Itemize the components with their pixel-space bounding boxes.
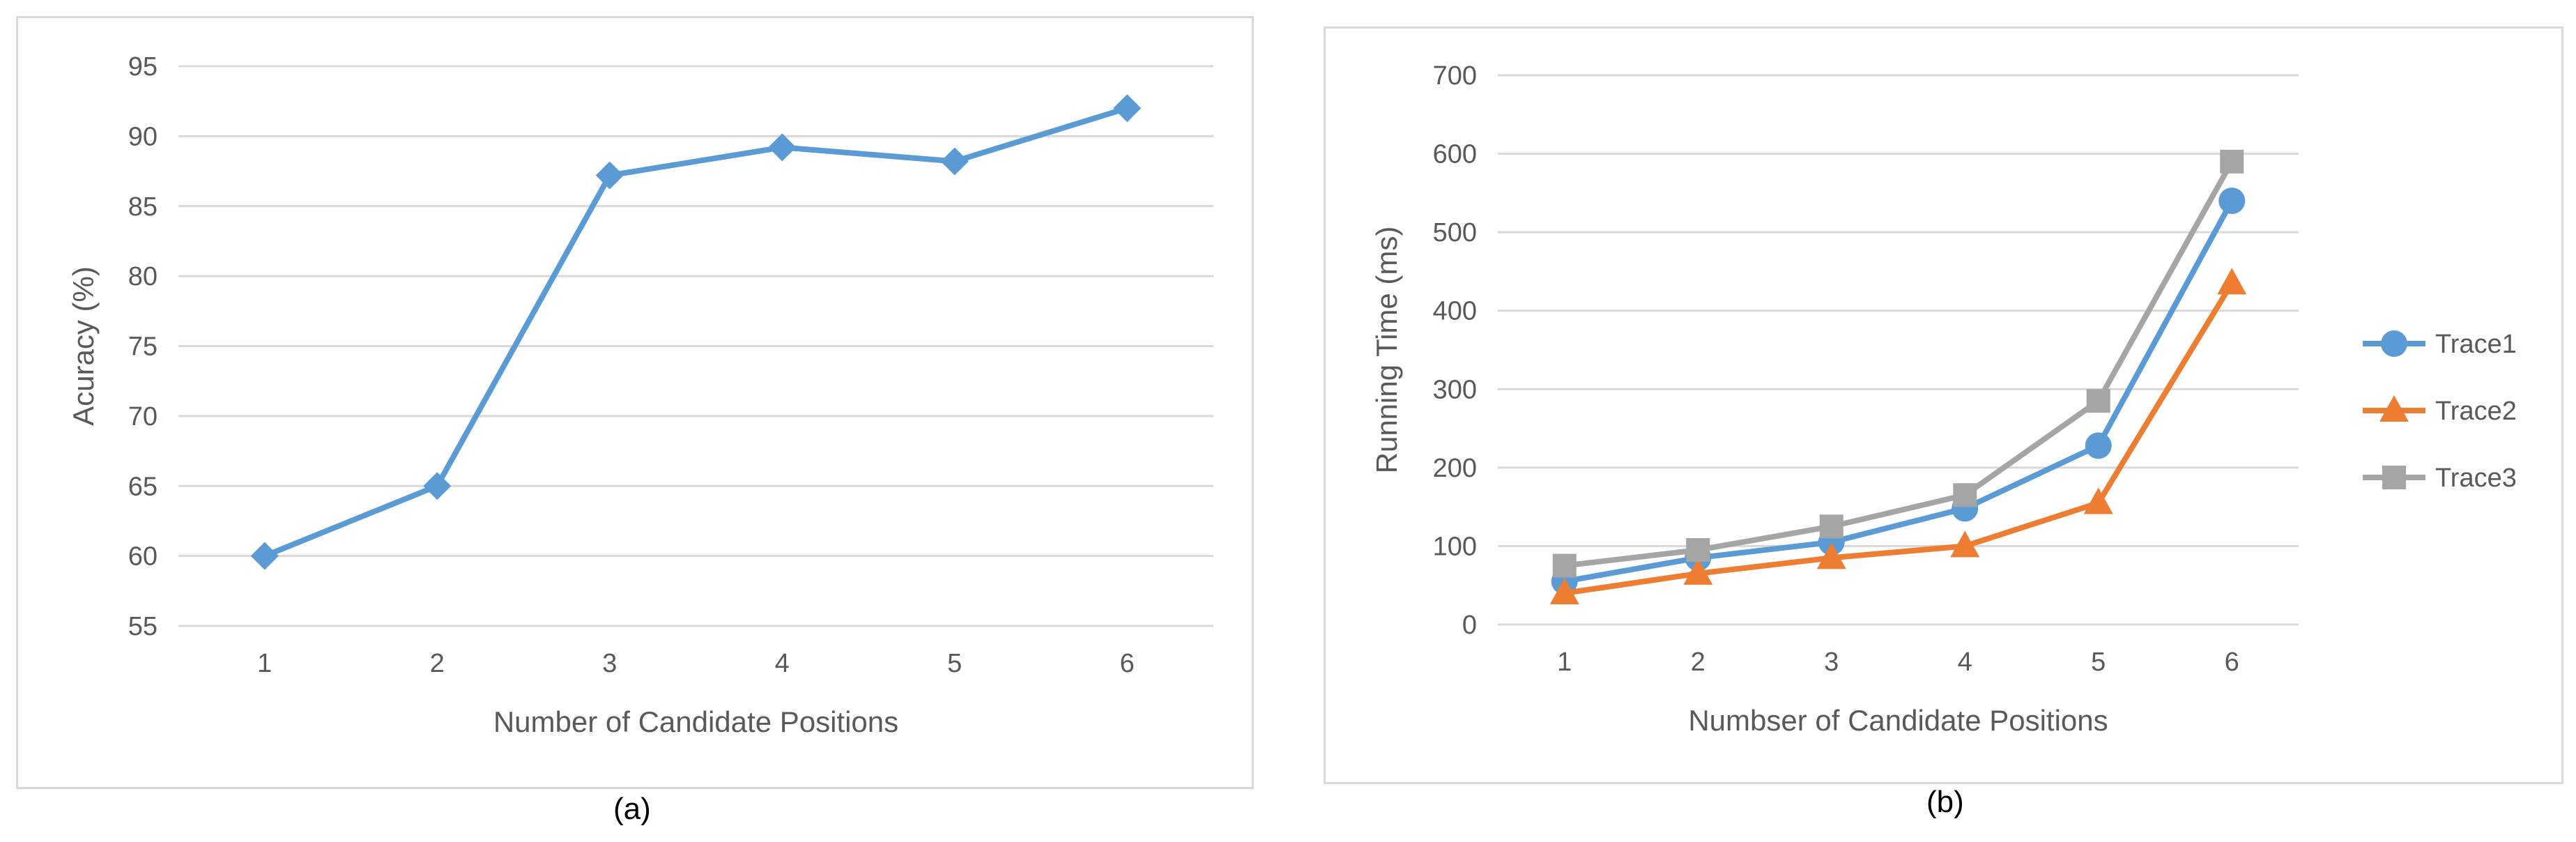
chart-b-caption: (b) xyxy=(1926,785,1964,819)
chart-a-x-axis-label: Number of Candidate Positions xyxy=(493,705,898,738)
chart-b-x-tick-label: 6 xyxy=(2225,648,2239,677)
chart-a-y-tick-label: 65 xyxy=(128,472,158,501)
chart-b-data-point xyxy=(2218,187,2246,215)
chart-b-legend-label: Trace3 xyxy=(2435,464,2517,493)
chart-b-data-point xyxy=(1816,542,1846,569)
chart-b-x-tick-label: 4 xyxy=(1958,648,1972,677)
chart-b-legend-marker xyxy=(2379,395,2409,422)
chart-b-data-point xyxy=(2217,268,2247,295)
chart-b-data-point xyxy=(1686,538,1710,562)
chart-a-y-tick-label: 55 xyxy=(128,612,158,641)
chart-b-x-tick-label: 3 xyxy=(1824,648,1839,677)
chart-a-data-point xyxy=(250,542,279,570)
chart-a-x-tick-label: 1 xyxy=(257,649,272,678)
chart-b-x-tick-label: 2 xyxy=(1691,648,1705,677)
chart-a-y-tick-label: 80 xyxy=(128,262,158,291)
chart-b-series-line-3 xyxy=(1564,160,2234,569)
chart-b-x-tick-label: 1 xyxy=(1557,648,1572,677)
chart-a-x-tick-label: 2 xyxy=(430,649,445,678)
chart-b: 0 100 200 300 400 500 600 700 1 2 3 4 5 6 Numbser of C… xyxy=(1370,61,2517,737)
chart-b-legend-label: Trace2 xyxy=(2435,397,2517,426)
chart-b-data-point xyxy=(1683,558,1713,585)
chart-b-data-point xyxy=(2083,487,2113,514)
chart-b-data-point xyxy=(1549,577,1579,604)
chart-a-y-tick-label: 60 xyxy=(128,542,158,572)
chart-b-y-tick-label: 200 xyxy=(1433,454,1477,483)
chart-a-y-tick-label: 95 xyxy=(128,52,158,82)
chart-a-y-tick-label: 85 xyxy=(128,192,158,222)
chart-b-data-point xyxy=(2086,389,2110,413)
chart-b-data-point xyxy=(2085,432,2112,459)
chart-a-y-tick-label: 75 xyxy=(128,332,158,362)
chart-a-y-axis-label: Acuracy (%) xyxy=(67,266,100,426)
chart-a-data-point xyxy=(595,161,624,190)
chart-a-series-line-1 xyxy=(263,105,1128,559)
chart-b-data-point xyxy=(1552,553,1577,578)
chart-b-legend-marker xyxy=(2381,330,2407,357)
chart-b-x-axis-label: Numbser of Candidate Positions xyxy=(1688,704,2108,737)
chart-b-y-tick-label: 100 xyxy=(1433,532,1477,561)
chart-a-data-point xyxy=(1113,94,1142,123)
chart-a-frame: 55 60 65 70 75 80 85 90 95 1 2 3 4 5 6 Number of Candid… xyxy=(16,16,1254,789)
chart-b-data-point xyxy=(2220,149,2244,174)
chart-b-legend-label: Trace1 xyxy=(2435,330,2517,359)
chart-a-y-tick-label: 90 xyxy=(128,122,158,151)
chart-a-y-tick-label: 70 xyxy=(128,402,158,431)
chart-b-y-axis-label: Running Time (ms) xyxy=(1370,227,1403,474)
chart-b-series-line-2 xyxy=(1564,282,2234,596)
chart-a: 55 60 65 70 75 80 85 90 95 1 2 3 4 5 6 Number of Candid… xyxy=(67,52,1213,738)
chart-a-data-point xyxy=(768,133,797,162)
chart-a-x-tick-label: 5 xyxy=(947,649,962,678)
chart-b-data-point xyxy=(1953,483,1977,507)
chart-b-frame: 0 100 200 300 400 500 600 700 1 2 3 4 5 6 Numbser of C… xyxy=(1324,26,2563,784)
chart-a-x-tick-label: 3 xyxy=(602,649,617,678)
chart-b-y-tick-label: 0 xyxy=(1462,611,1477,640)
chart-b-y-tick-label: 500 xyxy=(1433,218,1477,247)
chart-a-data-point xyxy=(423,472,452,500)
chart-b-series-line-1 xyxy=(1564,199,2234,585)
chart-b-y-tick-label: 700 xyxy=(1433,61,1477,91)
chart-b-x-tick-label: 5 xyxy=(2091,648,2106,677)
chart-b-data-point xyxy=(1819,514,1843,539)
chart-b-data-point xyxy=(1950,530,1980,558)
chart-a-x-tick-label: 6 xyxy=(1120,649,1135,678)
chart-a-x-tick-label: 4 xyxy=(775,649,790,678)
chart-b-y-tick-label: 400 xyxy=(1433,297,1477,326)
chart-a-caption: (a) xyxy=(613,792,651,826)
chart-b-y-tick-label: 600 xyxy=(1433,140,1477,169)
chart-b-legend-marker xyxy=(2382,466,2406,489)
chart-b-y-tick-label: 300 xyxy=(1433,375,1477,404)
chart-a-data-point xyxy=(940,147,969,176)
